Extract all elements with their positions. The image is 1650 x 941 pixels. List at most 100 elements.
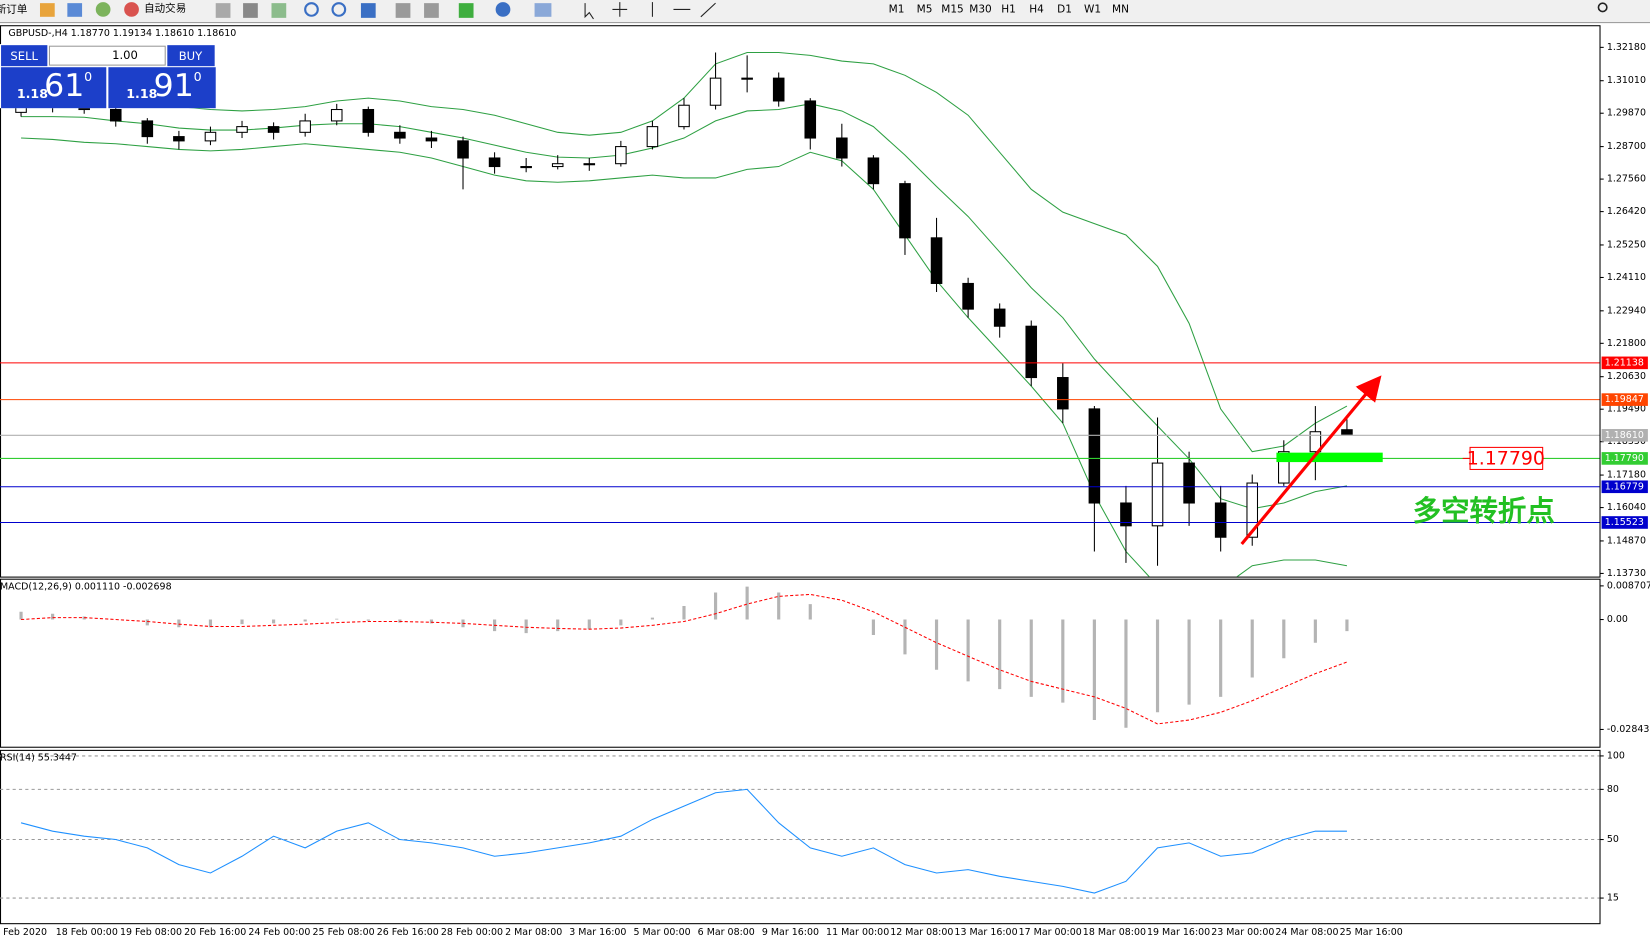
buy-pips[interactable]: 91	[154, 68, 194, 104]
candle-body	[804, 100, 817, 139]
candle-body	[1025, 325, 1038, 379]
candle-body	[583, 163, 596, 166]
y-tick-label: -0.028436	[1607, 724, 1650, 735]
y-tick-label: 1.29870	[1607, 108, 1646, 119]
timeframe[interactable]: W1	[1084, 3, 1101, 15]
y-tick-label: 1.14870	[1607, 535, 1646, 546]
candle-body	[1214, 502, 1227, 538]
x-tick-label: 2 Mar 08:00	[505, 927, 562, 938]
annotation-box	[1469, 446, 1544, 470]
toolbar-bg	[0, 0, 1650, 23]
y-tick-label: 1.18350	[1607, 436, 1646, 447]
buy-label[interactable]: BUY	[179, 49, 203, 63]
candle-body	[394, 131, 406, 139]
rsi-panel	[0, 749, 1601, 925]
buy-point[interactable]: 0	[194, 69, 202, 84]
level-label: 1.18610	[1605, 430, 1644, 441]
level-label: 1.21138	[1605, 357, 1644, 368]
y-tick-label: 1.16040	[1607, 502, 1646, 513]
timeframe[interactable]: M15	[941, 3, 963, 15]
timeframe[interactable]: H4	[1029, 3, 1044, 15]
x-tick-label: Feb 2020	[3, 927, 47, 938]
candle-body	[962, 282, 974, 310]
x-tick-label: 26 Feb 16:00	[377, 927, 439, 938]
y-tick-label: 1.26420	[1607, 206, 1646, 217]
buy-big[interactable]: 1.18	[126, 86, 157, 101]
icon[interactable]	[95, 2, 111, 17]
indicator-title: MACD(12,26,9) 0.001110 -0.002698	[0, 582, 172, 593]
zone-marker	[1276, 452, 1383, 463]
icon[interactable]	[304, 2, 319, 17]
candle-body	[425, 137, 438, 142]
y-tick-label: 1.32180	[1607, 42, 1646, 53]
icon[interactable]	[243, 3, 258, 18]
macd-signal	[21, 593, 1348, 725]
sell-button[interactable]	[1, 45, 48, 67]
trade-panel: SELL 1.00 BUY 1.18 61 0 1.18 91 0	[0, 44, 216, 109]
search[interactable]	[1597, 2, 1608, 13]
timeframe[interactable]: M30	[969, 3, 991, 15]
x-tick-label: 12 Mar 08:00	[890, 927, 953, 938]
x-tick-label: 28 Feb 00:00	[441, 927, 503, 938]
icon[interactable]	[395, 3, 411, 18]
indicator-title: GBPUSD-,H4 1.18770 1.19134 1.18610 1.186…	[8, 28, 236, 39]
sell-point[interactable]: 0	[84, 69, 92, 84]
sell-price-box[interactable]	[1, 67, 107, 109]
icon[interactable]	[39, 3, 55, 17]
candle-body	[457, 140, 469, 159]
cursor-tool[interactable]	[584, 3, 594, 20]
x-tick-label: 18 Mar 08:00	[1083, 927, 1146, 938]
crosshair-tool[interactable]	[612, 2, 628, 17]
icon[interactable]	[360, 3, 376, 18]
new-order[interactable]: 新订单	[0, 2, 27, 15]
buy-price-box[interactable]	[108, 67, 216, 109]
icon[interactable]	[331, 2, 347, 17]
candle-body	[836, 137, 848, 159]
auto-trade[interactable]: 自动交易	[144, 1, 186, 14]
level-label: 1.17790	[1605, 453, 1644, 464]
icon[interactable]	[271, 3, 287, 18]
timeframe[interactable]: M5	[917, 3, 933, 15]
volume-input[interactable]	[48, 45, 166, 66]
price-axis: 0.008707 0.00 -0.028436	[1599, 580, 1650, 735]
icon[interactable]	[124, 2, 139, 17]
x-tick-label: 25 Feb 08:00	[313, 927, 375, 938]
level-label-bg	[1601, 356, 1648, 370]
icon[interactable]	[215, 3, 231, 18]
icon[interactable]	[495, 2, 511, 17]
x-tick-label: 19 Mar 16:00	[1147, 927, 1210, 938]
sell-pips[interactable]: 61	[44, 68, 84, 104]
level-label: 1.19847	[1605, 394, 1644, 405]
candle-body	[1246, 482, 1259, 538]
y-tick-label: 1.17180	[1607, 470, 1646, 481]
x-tick-label: 5 Mar 00:00	[633, 927, 690, 938]
candle-body	[1057, 377, 1069, 410]
candle-body	[1088, 408, 1101, 504]
trendline-tool[interactable]	[700, 2, 716, 18]
x-tick-label: 20 Feb 16:00	[184, 927, 246, 938]
candle-body	[867, 157, 880, 185]
timeframe[interactable]: MN	[1112, 3, 1129, 15]
timeframe[interactable]: D1	[1057, 3, 1072, 15]
x-tick-label: 9 Mar 16:00	[762, 927, 819, 938]
volume[interactable]: 1.00	[112, 48, 138, 62]
candle-body	[615, 146, 627, 165]
candle-body	[109, 108, 122, 122]
timeframe[interactable]: M1	[889, 3, 905, 15]
candle-body	[646, 126, 659, 148]
y-tick-label: 1.22940	[1607, 305, 1646, 316]
timeframes: M1 M5 M15 M30 H1 H4 D1 W1 MN	[889, 3, 1129, 15]
icon[interactable]	[67, 3, 83, 17]
icon[interactable]	[458, 3, 474, 18]
timeframe[interactable]: H1	[1001, 3, 1016, 15]
x-tick-label: 3 Mar 16:00	[569, 927, 626, 938]
buy-button[interactable]	[167, 45, 215, 67]
sell-label[interactable]: SELL	[10, 49, 38, 63]
level-label-bg	[1601, 429, 1648, 442]
candle-body	[236, 126, 248, 133]
sell-big[interactable]: 1.18	[17, 86, 48, 101]
x-tick-label: 23 Mar 00:00	[1211, 927, 1274, 938]
icon[interactable]	[534, 3, 552, 17]
icon[interactable]	[424, 3, 439, 18]
